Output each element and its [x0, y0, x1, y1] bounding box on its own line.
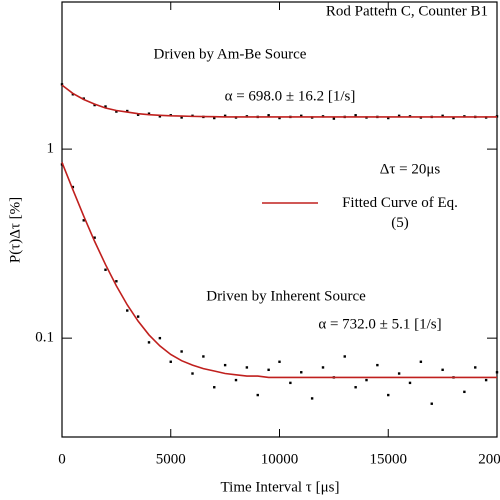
data-point [191, 372, 194, 375]
fit-line [61, 162, 497, 379]
data-point [354, 114, 357, 117]
data-point [300, 371, 303, 374]
data-point [158, 336, 162, 340]
chart-title: Rod Pattern C, Counter B1 [326, 3, 488, 19]
x-tick-label: 15000 [370, 451, 408, 467]
data-point [115, 110, 118, 113]
data-point [245, 366, 249, 369]
data-point [136, 315, 140, 318]
data-point [397, 372, 401, 375]
data-point [104, 105, 107, 108]
data-point [180, 116, 183, 119]
data-point [419, 360, 423, 363]
data-point [60, 83, 64, 86]
data-point [126, 309, 129, 312]
data-point [126, 109, 129, 113]
data-point [321, 366, 325, 369]
annotation: Driven by Inherent Source [206, 288, 366, 304]
x-axis-label: Time Interval τ [μs] [221, 479, 340, 495]
data-point [267, 114, 270, 117]
data-point [278, 360, 281, 363]
data-point [484, 378, 488, 382]
data-point [300, 114, 303, 118]
data-point [136, 113, 140, 116]
data-point [278, 116, 281, 120]
legend-label: Fitted Curve of Eq.(5) [342, 195, 458, 231]
data-point [397, 114, 401, 118]
annotation: α = 732.0 ± 5.1 [1/s] [318, 316, 441, 332]
data-point [354, 386, 357, 389]
annotation: α = 698.0 ± 16.2 [1/s] [225, 88, 356, 104]
data-point [430, 402, 433, 405]
data-point [474, 366, 477, 369]
data-point [441, 114, 444, 118]
data-point [115, 280, 118, 283]
data-point [223, 363, 227, 367]
data-point [310, 397, 314, 400]
data-point [452, 116, 455, 120]
data-point [234, 378, 238, 382]
y-tick-label: 1 [47, 141, 55, 157]
x-tick-label: 5000 [156, 451, 186, 467]
fit-line [61, 84, 497, 118]
annotation: Δτ = 20μs [380, 161, 441, 177]
y-tick-label: 0.1 [35, 330, 54, 346]
x-tick-label: 10000 [261, 451, 299, 467]
data-point [463, 390, 466, 394]
data-point [223, 114, 227, 118]
data-point [387, 116, 390, 120]
data-point [267, 368, 270, 372]
data-point [441, 368, 444, 372]
data-point [169, 360, 172, 363]
data-point [82, 219, 85, 222]
data-point [202, 355, 205, 358]
data-point [376, 363, 379, 367]
data-point [408, 381, 412, 385]
data-point [158, 115, 162, 118]
x-tick-label: 20000 [478, 451, 500, 467]
data-point [213, 386, 216, 389]
data-point [256, 393, 259, 397]
data-point [93, 236, 96, 239]
data-point [93, 103, 96, 107]
data-point [387, 393, 390, 397]
data-point [147, 112, 151, 115]
data-point [332, 117, 336, 120]
data-point [147, 341, 151, 344]
y-axis-label: P(τ)Δτ [%] [7, 197, 23, 263]
data-point [71, 185, 75, 189]
data-point [104, 268, 107, 271]
data-point [343, 355, 346, 358]
annotation: Driven by Am-Be Source [154, 46, 307, 62]
data-point [289, 381, 292, 385]
data-point [495, 371, 499, 374]
data-point [180, 350, 183, 353]
data-point [365, 378, 368, 382]
x-tick-label: 0 [58, 451, 66, 467]
data-point [213, 116, 216, 120]
